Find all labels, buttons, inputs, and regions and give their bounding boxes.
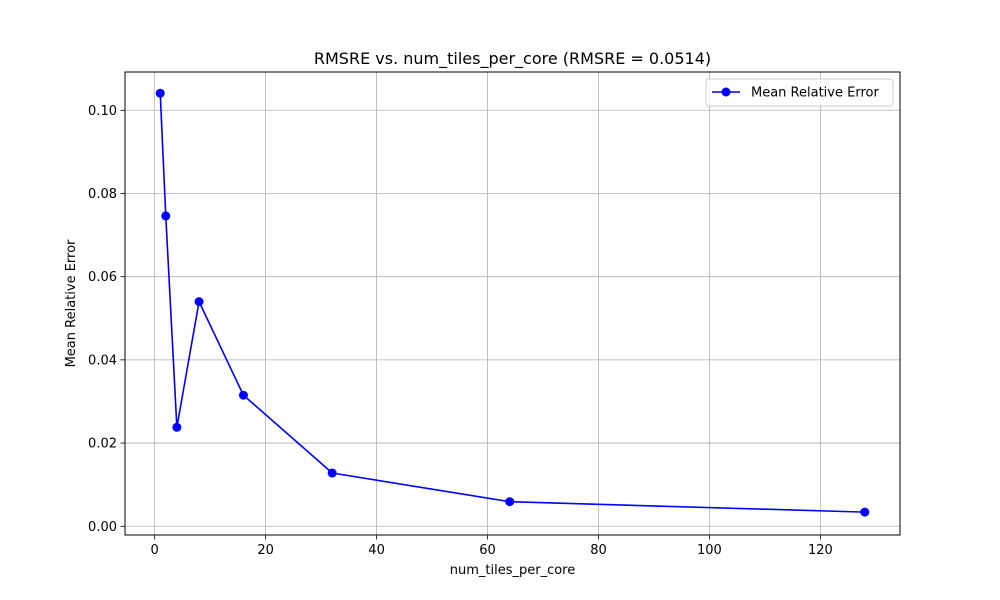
- y-tick-label: 0.10: [88, 104, 117, 119]
- chart-title: RMSRE vs. num_tiles_per_core (RMSRE = 0.…: [314, 49, 711, 69]
- data-point: [505, 497, 515, 507]
- x-tick-label: 80: [590, 543, 607, 558]
- y-tick-label: 0.04: [88, 353, 117, 368]
- y-tick-label: 0.08: [88, 187, 117, 202]
- axis-ticks: 0 20 40 60 80 100 120 0.00 0.02 0.04 0.06 0.08 0.10: [88, 104, 833, 558]
- legend-label: Mean Relative Error: [751, 86, 879, 101]
- data-point: [172, 422, 182, 432]
- x-tick-label: 0: [151, 543, 159, 558]
- y-tick-label: 0.00: [88, 520, 117, 535]
- data-point: [161, 211, 171, 221]
- x-tick-label: 40: [368, 543, 385, 558]
- data-point: [155, 88, 165, 98]
- legend-marker: [721, 87, 731, 97]
- plot-area-frame: [124, 71, 901, 536]
- y-tick-label: 0.02: [88, 437, 117, 452]
- x-tick-label: 100: [697, 543, 722, 558]
- data-point: [194, 297, 204, 307]
- series-line: [159, 93, 865, 513]
- legend: Mean Relative Error: [705, 78, 894, 107]
- data-point: [238, 390, 248, 400]
- x-axis-title: num_tiles_per_core: [450, 563, 576, 578]
- grid: [125, 72, 900, 535]
- data-point: [327, 468, 337, 478]
- data-point: [860, 507, 870, 517]
- x-tick-label: 120: [808, 543, 833, 558]
- series-layer: [155, 88, 870, 517]
- y-tick-label: 0.06: [88, 270, 117, 285]
- x-tick-label: 60: [479, 543, 496, 558]
- y-axis-title: Mean Relative Error: [64, 239, 79, 367]
- x-tick-label: 20: [257, 543, 274, 558]
- legend-box: [705, 78, 894, 107]
